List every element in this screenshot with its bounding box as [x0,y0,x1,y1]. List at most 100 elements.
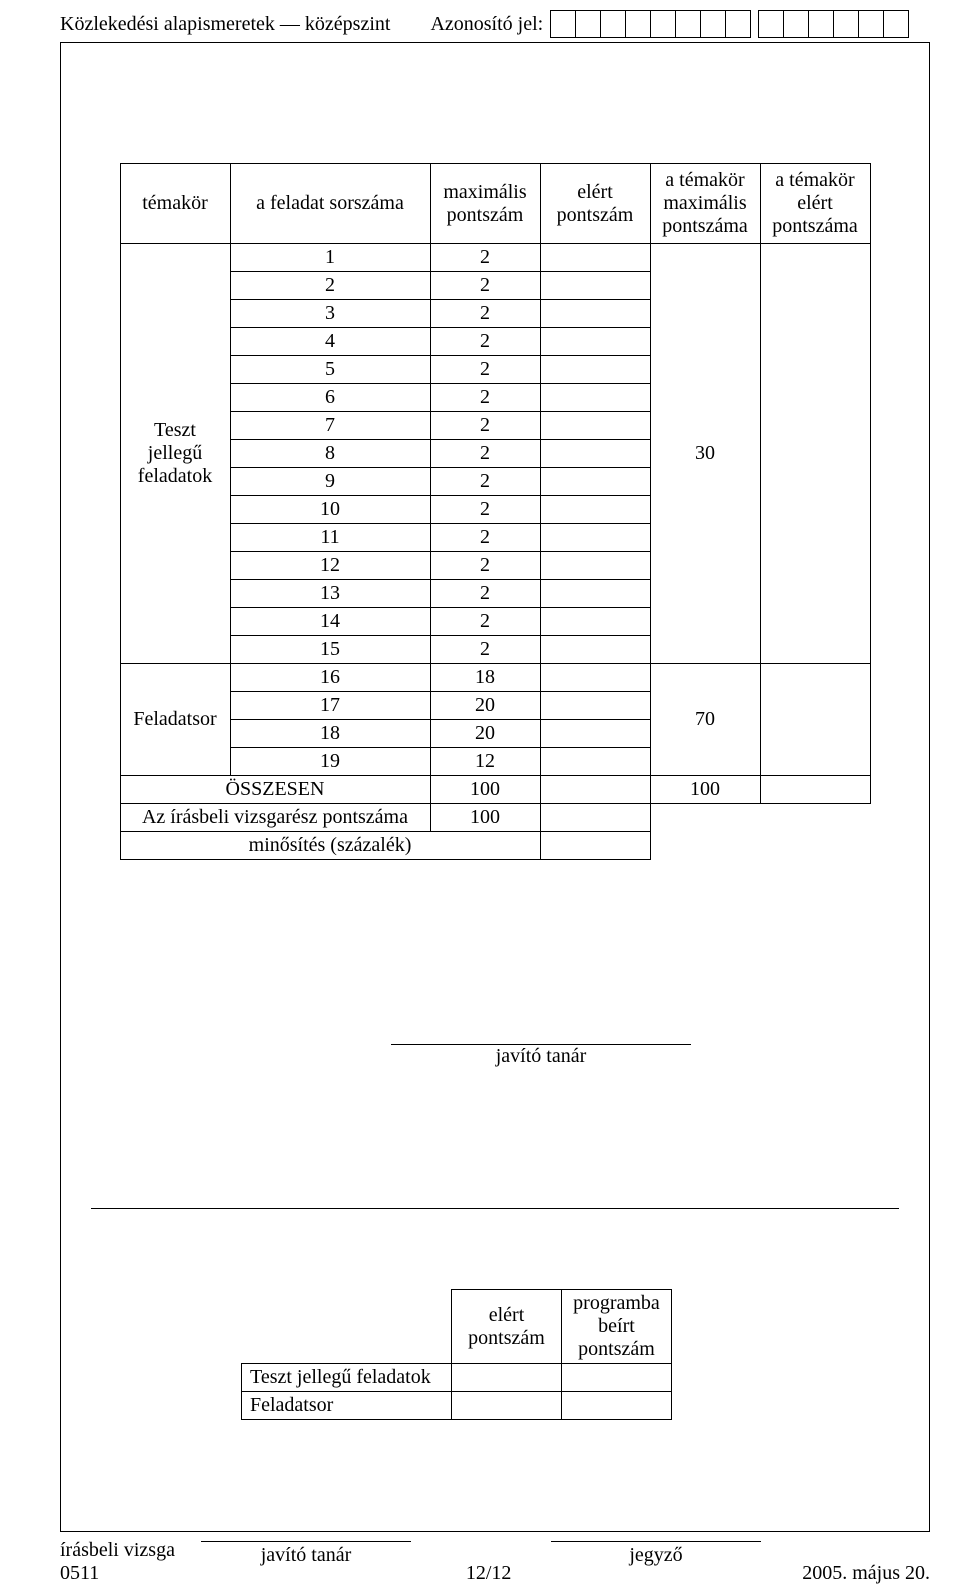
program-table: elért pontszám programba beírt pontszám … [241,1289,672,1420]
id-box[interactable] [650,10,676,38]
task-achieved [540,356,650,384]
total-topic-max: 100 [650,776,760,804]
footer: írásbeli vizsga 0511 12/12 2005. május 2… [60,1539,930,1585]
task-number: 1 [230,244,430,272]
written-label: Az írásbeli vizsgarész pontszáma [120,804,430,832]
task-achieved [540,300,650,328]
task-achieved [540,328,650,356]
id-box[interactable] [725,10,751,38]
task-achieved [540,244,650,272]
footer-left: írásbeli vizsga 0511 [60,1539,175,1585]
task-achieved [540,748,650,776]
hdr-achieved-small: elért pontszám [452,1290,562,1364]
id-box[interactable] [675,10,701,38]
task-max: 2 [430,384,540,412]
group2-topic-achieved [760,664,870,776]
small-row1-label: Teszt jellegű feladatok [242,1364,452,1392]
small-row2-achieved [452,1392,562,1420]
id-box[interactable] [858,10,884,38]
grade-value [540,832,650,860]
task-achieved [540,384,650,412]
task-max: 2 [430,608,540,636]
task-number: 17 [230,692,430,720]
task-max: 2 [430,524,540,552]
task-achieved [540,692,650,720]
small-row1-program [562,1364,672,1392]
footer-center: 12/12 [175,1539,802,1585]
task-number: 7 [230,412,430,440]
subject-level: Közlekedési alapismeretek — középszint [60,13,430,36]
id-box[interactable] [833,10,859,38]
id-box[interactable] [758,10,784,38]
id-box[interactable] [600,10,626,38]
page: Közlekedési alapismeretek — középszint A… [0,0,960,1591]
hdr-achieved: elért pontszám [540,164,650,244]
id-box[interactable] [625,10,651,38]
task-max: 2 [430,636,540,664]
total-max: 100 [430,776,540,804]
total-achieved [540,776,650,804]
task-max: 18 [430,664,540,692]
group1-topic-max: 30 [650,244,760,664]
group2-label: Feladatsor [120,664,230,776]
group1-label: Teszt jellegű feladatok [120,244,230,664]
task-max: 2 [430,496,540,524]
group1-topic-achieved [760,244,870,664]
task-achieved [540,580,650,608]
total-topic-achieved [760,776,870,804]
hdr-max: maximális pontszám [430,164,540,244]
task-max: 20 [430,692,540,720]
separator-line [91,1208,899,1209]
task-achieved [540,636,650,664]
task-max: 20 [430,720,540,748]
task-max: 2 [430,580,540,608]
id-label: Azonosító jel: [430,13,551,36]
task-number: 16 [230,664,430,692]
task-achieved [540,412,650,440]
score-table: témakör a feladat sorszáma maximális pon… [120,163,871,860]
total-label: ÖSSZESEN [120,776,430,804]
task-achieved [540,468,650,496]
task-max: 2 [430,244,540,272]
task-achieved [540,272,650,300]
id-box[interactable] [783,10,809,38]
task-achieved [540,496,650,524]
outer-frame: témakör a feladat sorszáma maximális pon… [60,42,930,1532]
hdr-topic-max: a témakör maximális pontszáma [650,164,760,244]
task-number: 5 [230,356,430,384]
small-row1-achieved [452,1364,562,1392]
task-number: 11 [230,524,430,552]
task-max: 2 [430,440,540,468]
grade-label: minősítés (százalék) [120,832,540,860]
task-max: 2 [430,272,540,300]
id-box[interactable] [575,10,601,38]
blank-cell [242,1290,452,1364]
corrector-label: javító tanár [391,1045,691,1068]
task-achieved [540,608,650,636]
task-achieved [540,664,650,692]
header-bar: Közlekedési alapismeretek — középszint A… [60,10,930,38]
task-max: 2 [430,300,540,328]
task-number: 6 [230,384,430,412]
task-number: 18 [230,720,430,748]
id-box[interactable] [550,10,576,38]
task-achieved [540,524,650,552]
footer-right: 2005. május 20. [802,1539,930,1585]
id-box[interactable] [808,10,834,38]
task-number: 9 [230,468,430,496]
id-box-row [551,10,909,38]
id-box[interactable] [700,10,726,38]
small-row2-label: Feladatsor [242,1392,452,1420]
id-box[interactable] [883,10,909,38]
task-number: 19 [230,748,430,776]
small-row2-program [562,1392,672,1420]
written-achieved [540,804,650,832]
task-number: 10 [230,496,430,524]
task-max: 2 [430,468,540,496]
written-max: 100 [430,804,540,832]
task-achieved [540,440,650,468]
footer-left-line1: írásbeli vizsga [60,1539,175,1561]
footer-left-line2: 0511 [60,1562,99,1584]
task-achieved [540,552,650,580]
task-number: 8 [230,440,430,468]
